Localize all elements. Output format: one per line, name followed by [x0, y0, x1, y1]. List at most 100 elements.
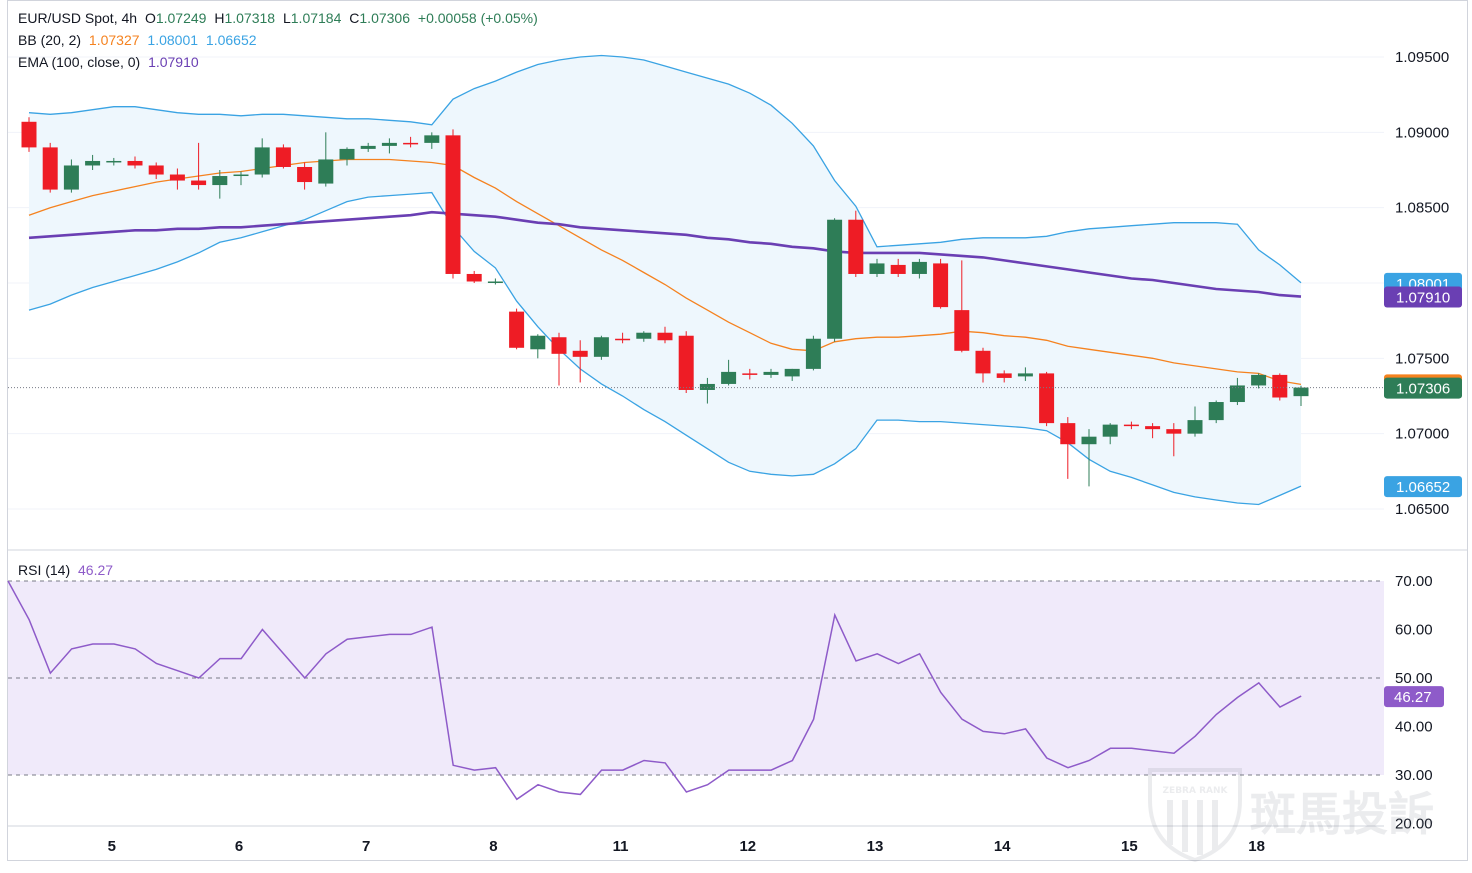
candle	[212, 170, 228, 199]
candle-body	[699, 383, 715, 390]
candle-body	[169, 174, 185, 181]
time-axis[interactable]: 5 6 7 8 11 12 13 14 15 18	[108, 838, 1265, 855]
candle-body	[593, 337, 609, 357]
candle-body	[254, 147, 270, 175]
candle-body	[212, 176, 228, 186]
candle	[1272, 373, 1288, 401]
candle-body	[403, 142, 419, 145]
candle-body	[805, 338, 821, 369]
candle	[360, 142, 376, 152]
bb-upper-value: 1.08001	[147, 32, 199, 48]
zebra-rank-watermark: ZEBRA RANK 斑馬投訴	[1148, 768, 1434, 863]
candle-body	[1145, 426, 1161, 430]
candle-body	[1060, 423, 1076, 445]
candle	[593, 335, 609, 360]
candle-body	[191, 180, 207, 186]
candle	[742, 368, 758, 380]
candle	[933, 258, 949, 309]
ema-line	[28, 210, 1302, 298]
candle	[42, 142, 58, 193]
rsi-tick-label: 50.00	[1395, 670, 1433, 687]
price-tick-label: 1.06500	[1395, 501, 1449, 518]
candle	[275, 144, 291, 169]
candle	[63, 159, 79, 193]
candle-body	[1208, 402, 1224, 421]
candle	[1123, 421, 1139, 430]
ema-legend[interactable]: EMA (100, close, 0) 1.07910	[18, 54, 203, 70]
candle	[445, 129, 461, 279]
rsi-legend[interactable]: RSI (14) 46.27	[18, 562, 117, 578]
time-tick-label: 15	[1121, 838, 1138, 855]
candle-body	[233, 174, 249, 177]
candle	[1060, 417, 1076, 479]
low-label: L	[282, 10, 291, 26]
candle-body	[360, 145, 376, 149]
candle-body	[763, 371, 779, 375]
candle-body	[1017, 373, 1033, 377]
candle	[869, 258, 885, 277]
bb-legend[interactable]: BB (20, 2) 1.07327 1.08001 1.06652	[18, 32, 261, 48]
candle	[657, 326, 673, 344]
candle-body	[975, 350, 991, 374]
price-tick-label: 1.08500	[1395, 200, 1449, 217]
candle-body	[297, 166, 313, 183]
bollinger-fill	[29, 55, 1301, 505]
candle	[169, 168, 185, 190]
candle	[1081, 429, 1097, 487]
candle	[21, 117, 37, 152]
candle-body	[509, 311, 525, 348]
candle-body	[933, 263, 949, 308]
rsi-tick-label: 30.00	[1395, 767, 1433, 784]
price-tag-box	[1384, 377, 1462, 399]
time-tick-label: 18	[1248, 838, 1265, 855]
candle	[318, 132, 334, 187]
candle	[148, 162, 164, 180]
candle	[509, 308, 525, 350]
candle	[191, 142, 207, 190]
rsi-tick-label: 40.00	[1395, 719, 1433, 736]
candle-body	[1187, 420, 1203, 434]
high-value: 1.07318	[224, 10, 276, 26]
candle	[1102, 423, 1118, 445]
open-value: 1.07249	[155, 10, 207, 26]
symbol-title[interactable]: EUR/USD Spot, 4h	[18, 10, 138, 26]
candle-body	[869, 263, 885, 274]
candle	[85, 154, 101, 170]
bollinger-basis-line	[28, 158, 1302, 386]
price-tag-box	[1384, 286, 1462, 308]
candle	[233, 171, 249, 186]
candle	[381, 138, 397, 154]
candle	[1017, 367, 1033, 381]
candle-body	[848, 219, 864, 274]
price-tick-label: 1.09500	[1395, 49, 1449, 66]
watermark-brand: ZEBRA RANK	[1163, 786, 1229, 796]
candle	[784, 368, 800, 381]
candle-body	[1123, 424, 1139, 427]
candle-body	[890, 264, 906, 274]
candle-body	[466, 273, 482, 282]
rsi-tick-label: 60.00	[1395, 622, 1433, 639]
candle	[1251, 373, 1267, 389]
rsi-14-line	[7, 580, 1302, 801]
candle-body	[721, 371, 737, 384]
candle-body	[911, 261, 927, 274]
candle-body	[996, 373, 1012, 378]
high-label: H	[214, 10, 225, 26]
candle-body	[1229, 385, 1245, 403]
candle	[636, 331, 652, 342]
candle-body	[424, 135, 440, 143]
candle-body	[678, 335, 694, 390]
candle	[721, 359, 737, 386]
price-tick-label: 1.07000	[1395, 426, 1449, 443]
rsi-tag-box	[1384, 686, 1444, 708]
candle	[127, 156, 143, 169]
rsi-axis[interactable]: 70.00 60.00 50.00 40.00 30.00 20.00	[1395, 573, 1433, 833]
candle-body	[127, 160, 143, 166]
candle	[466, 270, 482, 283]
candle	[106, 157, 122, 166]
candle	[487, 278, 503, 285]
candlesticks[interactable]	[21, 117, 1309, 487]
candle-body	[615, 338, 631, 341]
